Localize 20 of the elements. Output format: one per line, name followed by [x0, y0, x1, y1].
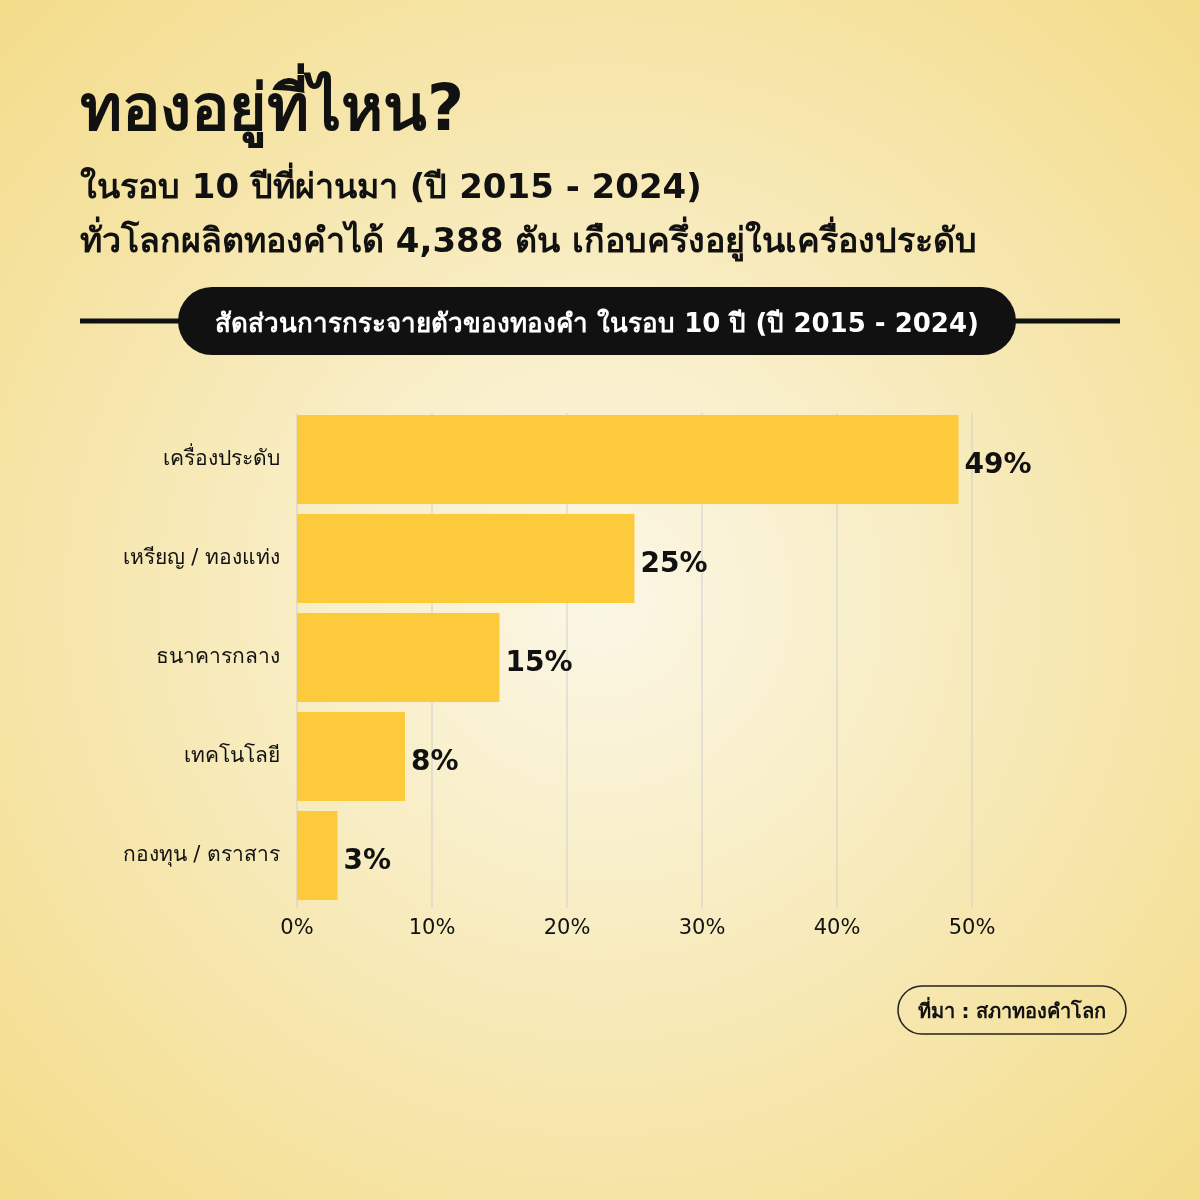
text: สัดส่วนการกระจายตัวของทองคำ ในรอบ 10 ปี (ปี 2015 - 2024)	[215, 308, 979, 338]
x-tick-label: 10%	[408, 915, 456, 939]
y-tick-label: เหรียญ / ทองแท่ง	[122, 544, 280, 569]
chart-subtitle: ในรอบ 10 ปีที่ผ่านมา (ปี 2015 - 2024) ทั่วโลกผลิตทองคำได้ 4,388 ตัน เกือบครึ่งอยู่ในเครื่องประดับ	[80, 162, 978, 262]
x-tick-label: 50%	[948, 915, 996, 939]
text: ที่มา : สภาทองคำโลก	[917, 996, 1107, 1023]
data-label: 25%	[640, 545, 708, 579]
x-tick-label: 20%	[543, 915, 591, 939]
data-label: 3%	[343, 842, 392, 876]
chart-title: ทองอยู่ที่ไหน?	[80, 63, 465, 148]
x-tick-label: 40%	[813, 915, 861, 939]
data-label: 8%	[411, 743, 459, 777]
x-tick-label: 0%	[280, 915, 314, 939]
data-label: 49%	[964, 446, 1032, 480]
y-tick-label: เครื่องประดับ	[163, 442, 280, 470]
y-tick-label: เทคโนโลยี	[184, 742, 280, 767]
x-tick-label: 30%	[678, 915, 726, 939]
data-label: 15%	[505, 644, 573, 678]
y-tick-label: ธนาคารกลาง	[156, 643, 280, 668]
y-tick-label: กองทุน / ตราสาร	[122, 841, 280, 867]
